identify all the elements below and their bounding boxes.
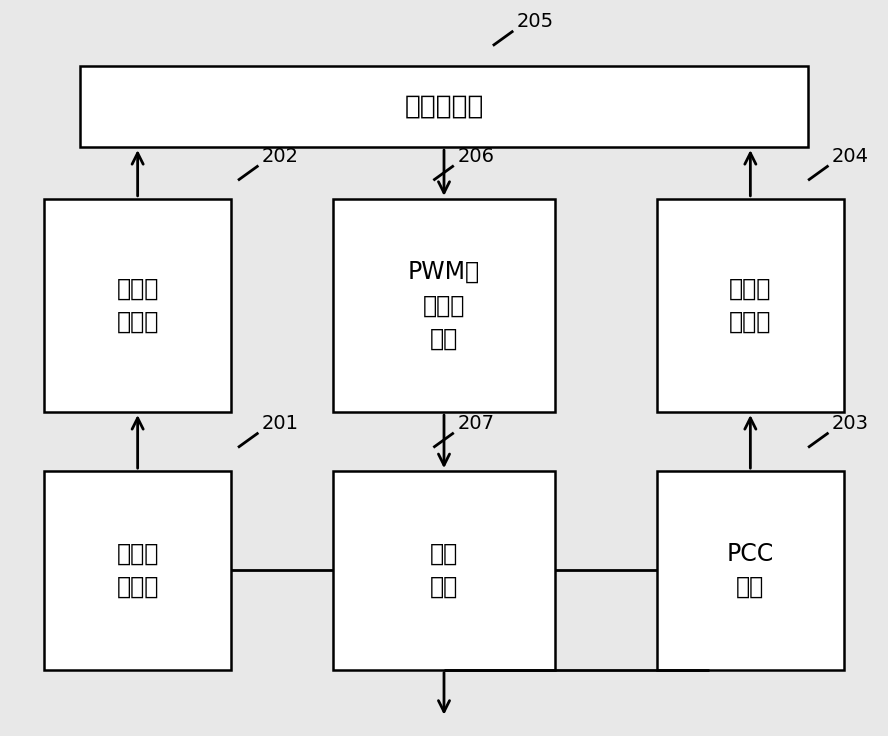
Text: 逆变
模块: 逆变 模块 [430, 542, 458, 599]
Text: 205: 205 [517, 12, 554, 31]
Bar [333, 199, 555, 412]
Text: PWM脉
冲产生
模块: PWM脉 冲产生 模块 [408, 260, 480, 351]
Bar [44, 471, 231, 670]
Text: 202: 202 [262, 146, 299, 166]
Bar [657, 199, 844, 412]
Text: 电流检
测模块: 电流检 测模块 [729, 277, 772, 334]
Text: 支撑电
容模块: 支撑电 容模块 [116, 542, 159, 599]
Bar [333, 471, 555, 670]
Bar [657, 471, 844, 670]
Bar [44, 199, 231, 412]
Bar [80, 66, 808, 147]
Text: 控制器模块: 控制器模块 [404, 93, 484, 120]
Text: 203: 203 [832, 414, 869, 433]
Text: 206: 206 [457, 146, 495, 166]
Text: 207: 207 [457, 414, 495, 433]
Text: 204: 204 [832, 146, 869, 166]
Text: PCC
模块: PCC 模块 [726, 542, 774, 599]
Text: 201: 201 [262, 414, 299, 433]
Text: 电压检
测模块: 电压检 测模块 [116, 277, 159, 334]
